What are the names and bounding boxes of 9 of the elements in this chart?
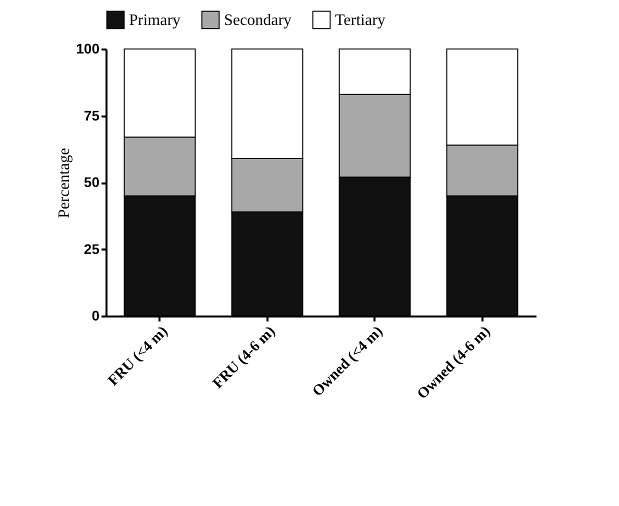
y-tick-label: 0 bbox=[92, 308, 100, 324]
y-tick-label: 50 bbox=[84, 174, 100, 190]
y-tick-label: 100 bbox=[76, 40, 100, 56]
legend-label: Tertiary bbox=[335, 12, 386, 29]
y-tick-label: 75 bbox=[84, 107, 100, 124]
y-tick-label: 25 bbox=[84, 240, 100, 257]
y-axis-title: Percentage bbox=[56, 148, 74, 218]
legend-label: Primary bbox=[129, 12, 181, 29]
legend-label: Secondary bbox=[224, 12, 292, 29]
